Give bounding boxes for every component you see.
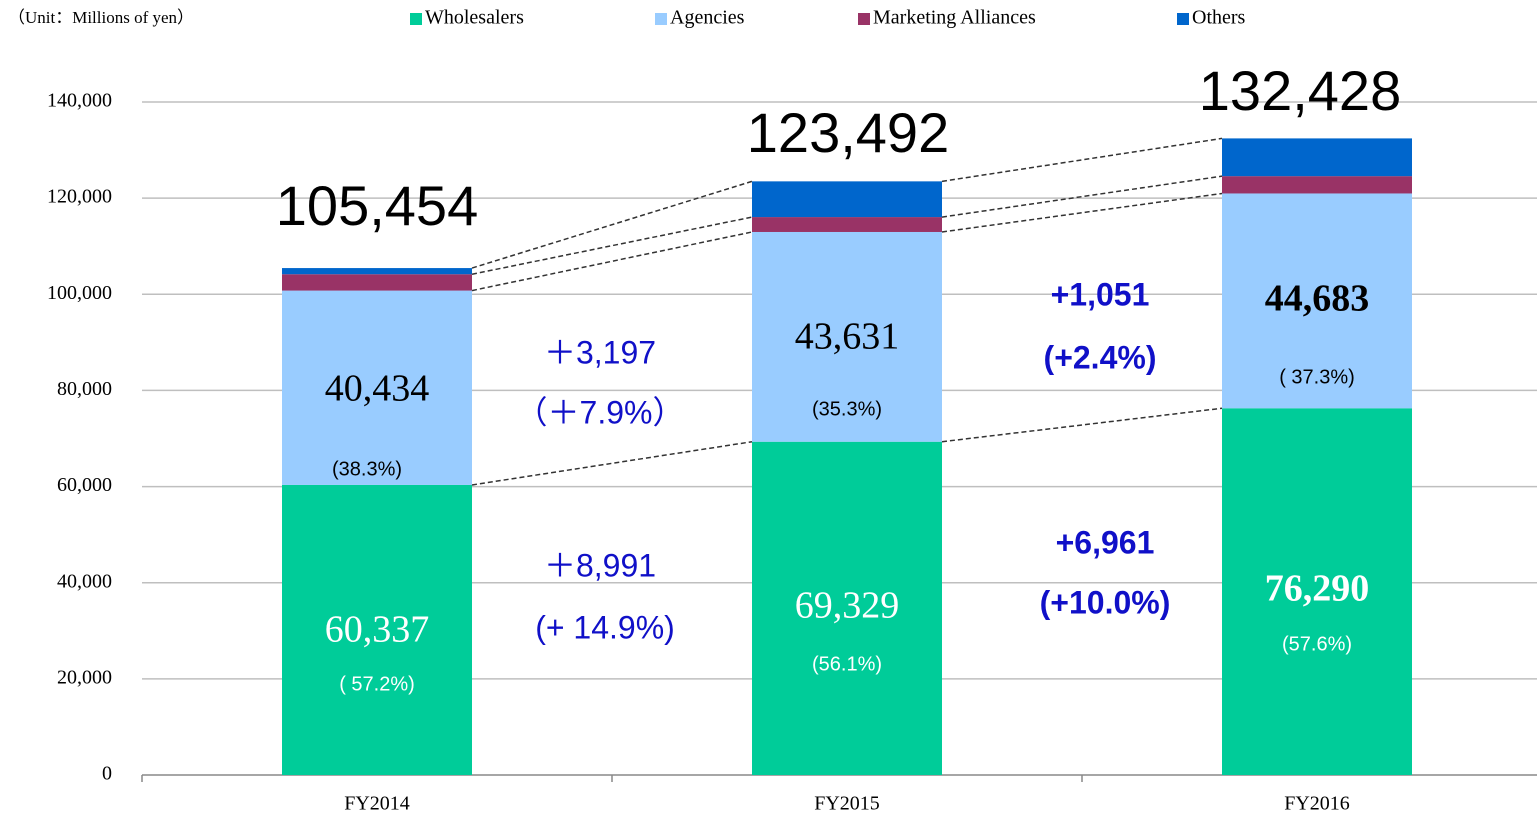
bar-segment: [752, 441, 942, 775]
x-tick-label: FY2015: [814, 793, 880, 815]
total-label: 123,492: [747, 101, 949, 164]
y-tick-label: 20,000: [57, 666, 112, 688]
share-label: (35.3%): [812, 398, 882, 420]
y-tick-label: 80,000: [57, 378, 112, 400]
bar-segment: [282, 484, 472, 775]
share-label: (38.3%): [332, 458, 402, 480]
connector-line: [471, 440, 753, 486]
unit-label: （Unit：Millions of yen）: [8, 8, 194, 27]
connector-line: [471, 180, 753, 269]
y-tick-label: 140,000: [47, 90, 112, 112]
change-annotation: （＋7.9%）: [516, 394, 685, 430]
bar-segment: [1222, 193, 1412, 409]
value-label: 44,683: [1265, 278, 1370, 320]
connector-line: [941, 407, 1223, 443]
y-tick-label: 60,000: [57, 474, 112, 496]
y-tick-label: 40,000: [57, 570, 112, 592]
legend-label: Agencies: [670, 7, 745, 29]
legend-swatch: [858, 13, 870, 25]
total-label: 132,428: [1199, 59, 1401, 122]
y-tick-label: 0: [102, 763, 112, 785]
change-annotation: (+ 14.9%): [535, 609, 675, 645]
x-tick-label: FY2016: [1284, 793, 1350, 815]
bar-segment: [282, 290, 472, 485]
connector-line: [471, 231, 753, 292]
change-annotation: ＋8,991: [544, 547, 656, 583]
connector-line: [471, 216, 753, 275]
share-label: (57.6%): [1282, 633, 1352, 655]
bar-segment: [1222, 408, 1412, 775]
change-annotation: (+2.4%): [1044, 339, 1157, 375]
legend-swatch: [1177, 13, 1189, 25]
change-annotation: (+10.0%): [1040, 584, 1171, 620]
change-annotation: ＋3,197: [544, 334, 656, 370]
y-tick-label: 100,000: [47, 282, 112, 304]
share-label: ( 37.3%): [1279, 366, 1355, 388]
connector-line: [941, 175, 1223, 218]
value-label: 76,290: [1265, 568, 1370, 610]
value-label: 60,337: [325, 609, 430, 651]
value-label: 43,631: [795, 316, 900, 358]
connector-line: [941, 137, 1223, 183]
legend-swatch: [410, 13, 422, 25]
bar-segment: [1222, 176, 1412, 194]
share-label: ( 57.2%): [339, 673, 415, 695]
legend-swatch: [655, 13, 667, 25]
change-annotation: +6,961: [1056, 524, 1155, 560]
y-tick-label: 120,000: [47, 186, 112, 208]
bar-segment: [282, 274, 472, 291]
change-annotation: +1,051: [1051, 276, 1150, 312]
legend-label: Marketing Alliances: [873, 7, 1036, 29]
bar-segment: [752, 231, 942, 442]
value-label: 69,329: [795, 585, 900, 627]
bar-segment: [752, 181, 942, 218]
share-label: (56.1%): [812, 653, 882, 675]
bar-segment: [752, 217, 942, 232]
connector-line: [941, 192, 1223, 233]
bar-segment: [282, 268, 472, 275]
legend-label: Wholesalers: [425, 7, 524, 29]
legend-label: Others: [1192, 7, 1246, 29]
total-label: 105,454: [276, 174, 478, 237]
x-tick-label: FY2014: [344, 793, 410, 815]
value-label: 40,434: [325, 368, 430, 410]
bar-segment: [1222, 138, 1412, 177]
